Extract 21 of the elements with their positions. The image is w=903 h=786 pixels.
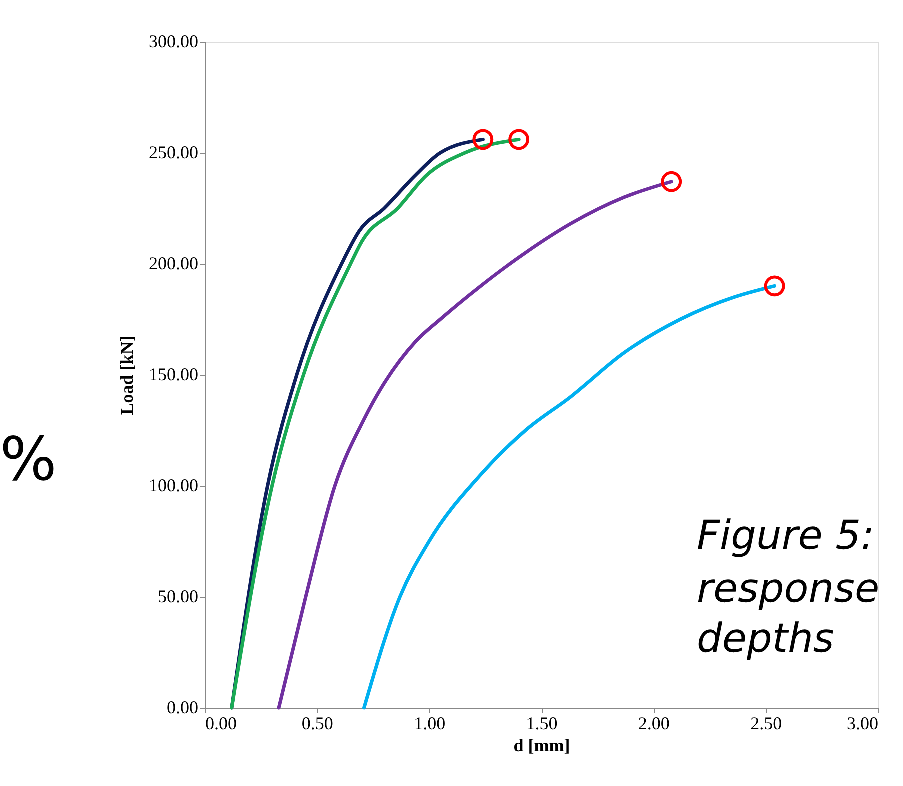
x-tick-label: 2.50 [750, 714, 782, 734]
y-axis-title: Load [kN] [117, 336, 137, 416]
y-tick-label: 100.00 [149, 476, 198, 496]
y-tick-label: 200.00 [149, 254, 198, 274]
annotation: Figure 5: [697, 513, 875, 559]
y-tick-label: 0.00 [167, 698, 198, 718]
x-axis-title: d [mm] [514, 736, 570, 756]
y-tick-label: 250.00 [149, 142, 198, 162]
x-tick-label: 0.00 [206, 714, 237, 734]
x-tick-label: 0.50 [302, 714, 334, 734]
x-tick-label: 1.00 [414, 714, 446, 734]
y-tick-label: 50.00 [158, 586, 198, 606]
line-series [277, 180, 674, 710]
annotation: depths [697, 616, 834, 662]
x-tick-label: 2.00 [638, 714, 670, 734]
x-tick-label: 1.50 [526, 714, 558, 734]
x-tick-label: 3.00 [847, 714, 878, 734]
annotation: response [697, 566, 880, 612]
text: % [0, 425, 58, 495]
y-tick-label: 150.00 [149, 364, 198, 384]
y-tick-label: 300.00 [149, 32, 198, 52]
